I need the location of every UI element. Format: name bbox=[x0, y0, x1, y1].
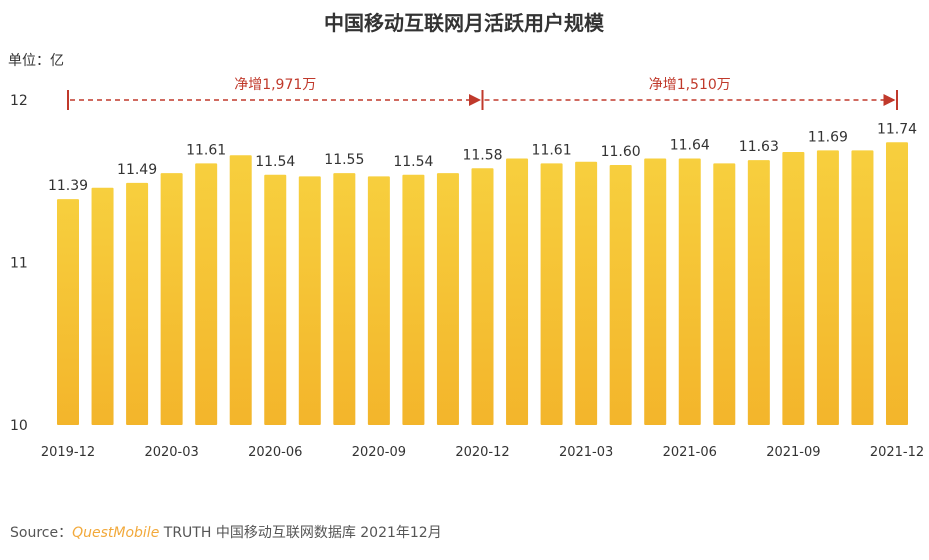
bar-2020-11 bbox=[436, 173, 459, 425]
source-note: Source：QuestMobile TRUTH 中国移动互联网数据库 2021… bbox=[10, 522, 442, 542]
data-label: 11.63 bbox=[739, 139, 779, 155]
data-label: 11.55 bbox=[324, 152, 364, 168]
source-rest: TRUTH 中国移动互联网数据库 2021年12月 bbox=[159, 525, 442, 541]
x-tick-label: 2020-12 bbox=[455, 445, 509, 460]
data-label: 11.54 bbox=[393, 154, 433, 170]
bar-2020-05 bbox=[229, 155, 252, 425]
bar-2021-02 bbox=[540, 163, 563, 425]
x-tick-label: 2021-12 bbox=[870, 445, 924, 460]
data-label: 11.61 bbox=[532, 142, 572, 158]
bar-2021-08 bbox=[747, 160, 770, 425]
y-tick-label: 10 bbox=[10, 418, 28, 434]
data-label: 11.74 bbox=[877, 121, 917, 137]
bar-2021-12 bbox=[886, 142, 908, 425]
bar-2020-04 bbox=[195, 163, 218, 425]
bar-2021-06 bbox=[678, 158, 701, 425]
bar-2021-04 bbox=[609, 165, 632, 425]
x-tick-label: 2021-09 bbox=[766, 445, 820, 460]
annotation-label: 净增1,510万 bbox=[649, 77, 731, 93]
source-brand: QuestMobile bbox=[72, 525, 160, 541]
annotation-label: 净增1,971万 bbox=[234, 77, 316, 93]
data-label: 11.60 bbox=[601, 144, 641, 160]
bar-2021-09 bbox=[782, 152, 805, 425]
bar-2021-07 bbox=[713, 163, 736, 425]
x-tick-label: 2021-03 bbox=[559, 445, 613, 460]
bar-2019-12 bbox=[57, 199, 79, 425]
x-tick-label: 2021-06 bbox=[663, 445, 717, 460]
bar-2020-07 bbox=[298, 176, 321, 425]
bar-2020-09 bbox=[367, 176, 390, 425]
unit-label: 单位：亿 bbox=[8, 53, 64, 69]
data-label: 11.69 bbox=[808, 129, 848, 145]
bar-2021-01 bbox=[506, 158, 529, 425]
bar-2020-08 bbox=[333, 173, 356, 425]
data-label: 11.58 bbox=[462, 147, 502, 163]
bar-2020-03 bbox=[160, 173, 183, 425]
bar-2021-05 bbox=[644, 158, 667, 425]
x-tick-label: 2019-12 bbox=[41, 445, 95, 460]
bar-2020-10 bbox=[402, 174, 425, 425]
y-tick-label: 11 bbox=[10, 256, 28, 272]
data-label: 11.54 bbox=[255, 154, 295, 170]
data-label: 11.61 bbox=[186, 142, 226, 158]
bar-2020-02 bbox=[126, 182, 149, 425]
bar-2021-03 bbox=[575, 161, 598, 425]
bar-2020-06 bbox=[264, 174, 287, 425]
y-tick-label: 12 bbox=[10, 93, 28, 109]
chart-title: 中国移动互联网月活跃用户规模 bbox=[324, 11, 605, 35]
bar-2021-11 bbox=[851, 150, 874, 425]
data-label: 11.39 bbox=[48, 178, 88, 194]
x-tick-label: 2020-03 bbox=[144, 445, 198, 460]
bar-2020-01 bbox=[91, 187, 114, 425]
x-tick-label: 2020-06 bbox=[248, 445, 302, 460]
bar-2020-12 bbox=[471, 168, 494, 425]
bar-2021-10 bbox=[816, 150, 839, 425]
data-label: 11.64 bbox=[670, 138, 710, 154]
x-tick-label: 2020-09 bbox=[352, 445, 406, 460]
source-prefix: Source： bbox=[10, 525, 73, 541]
data-label: 11.49 bbox=[117, 162, 157, 178]
